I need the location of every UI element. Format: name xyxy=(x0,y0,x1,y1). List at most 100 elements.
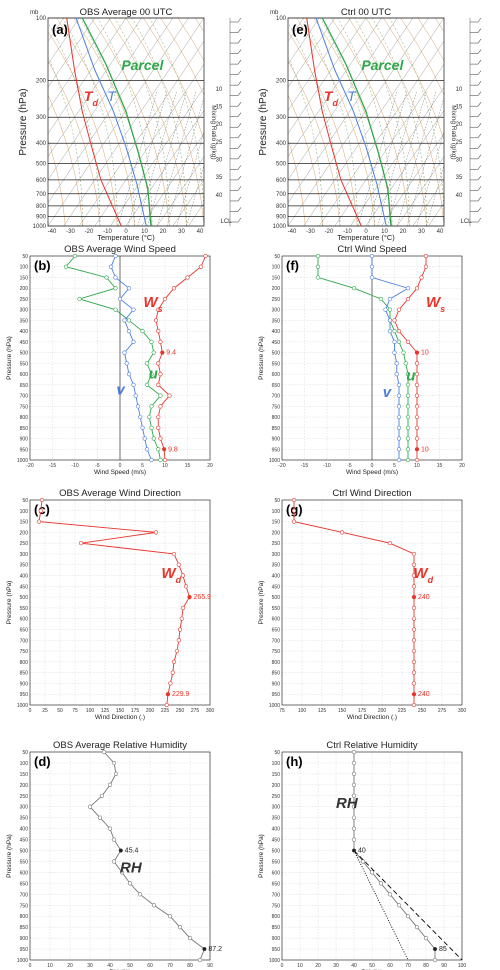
mixing-ratio-line xyxy=(166,96,204,226)
temp-tick: 0 xyxy=(124,229,128,235)
data-point xyxy=(107,782,113,787)
data-point xyxy=(387,296,393,302)
wind-barb-flag xyxy=(477,102,482,107)
dry-adiabat xyxy=(73,18,153,226)
y-axis-label: Pressure (hPa) xyxy=(258,834,265,878)
data-point xyxy=(396,436,402,441)
x-tick-label: 80 xyxy=(423,963,429,969)
x-tick-label: 60 xyxy=(387,963,393,969)
y-tick-label: 250 xyxy=(272,794,281,800)
annotation-label: 9.4 xyxy=(166,350,176,357)
data-point xyxy=(396,903,402,908)
y-tick-label: 450 xyxy=(20,584,29,590)
x-tick-label: 10 xyxy=(414,463,420,469)
data-point xyxy=(351,804,357,809)
temp-tick: -30 xyxy=(66,229,75,235)
y-tick-label: 900 xyxy=(272,936,281,942)
wind-barb-flag xyxy=(477,38,482,44)
x-axis-label: Temperature (°C) xyxy=(97,233,155,242)
y-tick-label: 250 xyxy=(20,794,29,800)
x-tick-label: 100 xyxy=(86,708,95,714)
x-tick-label: 30 xyxy=(333,963,339,969)
dry-adiabat xyxy=(348,18,427,226)
wind-barb-flag xyxy=(477,28,482,33)
y-tick-label: 350 xyxy=(272,318,281,324)
pressure-tick: 800 xyxy=(36,204,47,210)
data-point xyxy=(411,616,417,621)
x-tick-label: -5 xyxy=(347,463,352,469)
data-point xyxy=(147,414,152,420)
data-point xyxy=(387,318,393,323)
series-label: u xyxy=(406,367,415,384)
chart-title: Ctrl Relative Humidity xyxy=(326,740,418,751)
data-point xyxy=(411,605,417,610)
pressure-tick: 500 xyxy=(36,161,47,167)
x-tick-label: -10 xyxy=(71,463,78,469)
data-point xyxy=(351,793,357,798)
y-tick-label: 600 xyxy=(20,372,29,378)
y-tick-label: 300 xyxy=(20,308,29,314)
plot-frame xyxy=(281,751,463,961)
data-point xyxy=(396,393,402,398)
y-tick-label: 750 xyxy=(272,649,281,655)
data-point xyxy=(396,307,402,312)
data-point xyxy=(405,286,411,291)
data-point xyxy=(405,425,411,430)
lcl-label: LCL xyxy=(220,219,232,225)
isotherm xyxy=(282,18,422,226)
y-tick-label: 700 xyxy=(272,638,281,644)
annotation-label: 240 xyxy=(418,691,430,698)
data-point xyxy=(291,508,297,513)
isotherm xyxy=(365,110,444,226)
isotherm xyxy=(116,18,256,226)
dry-adiabat xyxy=(313,18,393,226)
mixing-ratio-tick: 25 xyxy=(456,140,463,146)
data-point xyxy=(396,447,402,452)
wind-barb-flag xyxy=(237,196,242,202)
pressure-tick: 400 xyxy=(36,141,47,147)
dewpoint-label-sub: d xyxy=(92,98,98,108)
data-point xyxy=(351,749,357,755)
annotation-marker xyxy=(160,350,165,355)
data-point xyxy=(151,436,156,441)
data-point xyxy=(387,541,393,546)
x-tick-label: 40 xyxy=(351,963,357,969)
data-point xyxy=(77,296,82,302)
series-label: Ws xyxy=(426,294,445,314)
isotherm xyxy=(79,40,204,226)
data-point xyxy=(36,519,42,524)
top-unit-label: mb xyxy=(30,10,39,16)
data-point xyxy=(394,372,399,377)
data-point xyxy=(405,457,411,463)
plot-frame xyxy=(47,17,205,227)
data-point xyxy=(411,659,417,664)
data-point xyxy=(411,638,417,643)
isotherm xyxy=(288,18,351,111)
x-tick-label: 70 xyxy=(167,963,173,969)
temp-tick: 30 xyxy=(418,229,425,235)
y-tick-label: 250 xyxy=(272,541,281,547)
wind-barb-flag xyxy=(477,186,482,191)
top-unit-label: mb xyxy=(270,10,279,16)
dry-adiabat xyxy=(288,94,323,226)
mixing-ratio-tick: 15 xyxy=(456,104,463,110)
mixing-ratio-tick: 35 xyxy=(216,175,223,181)
data-point xyxy=(72,253,78,259)
data-point xyxy=(414,414,420,420)
y-tick-label: 950 xyxy=(20,447,29,453)
y-tick-label: 950 xyxy=(272,447,281,453)
isotherm xyxy=(85,18,225,226)
moist-adiabat xyxy=(97,18,153,226)
x-tick-label: 175 xyxy=(131,708,140,714)
y-tick-label: 550 xyxy=(272,606,281,612)
data-point xyxy=(149,372,154,377)
y-tick-label: 900 xyxy=(20,681,29,687)
y-tick-label: 200 xyxy=(272,286,281,292)
data-point xyxy=(392,350,397,355)
data-point xyxy=(158,393,163,398)
series-line xyxy=(110,255,152,461)
data-point xyxy=(369,870,375,875)
y-tick-label: 100 xyxy=(272,509,281,515)
y-tick-label: 50 xyxy=(22,750,28,756)
series-label-sub: d xyxy=(176,575,182,585)
